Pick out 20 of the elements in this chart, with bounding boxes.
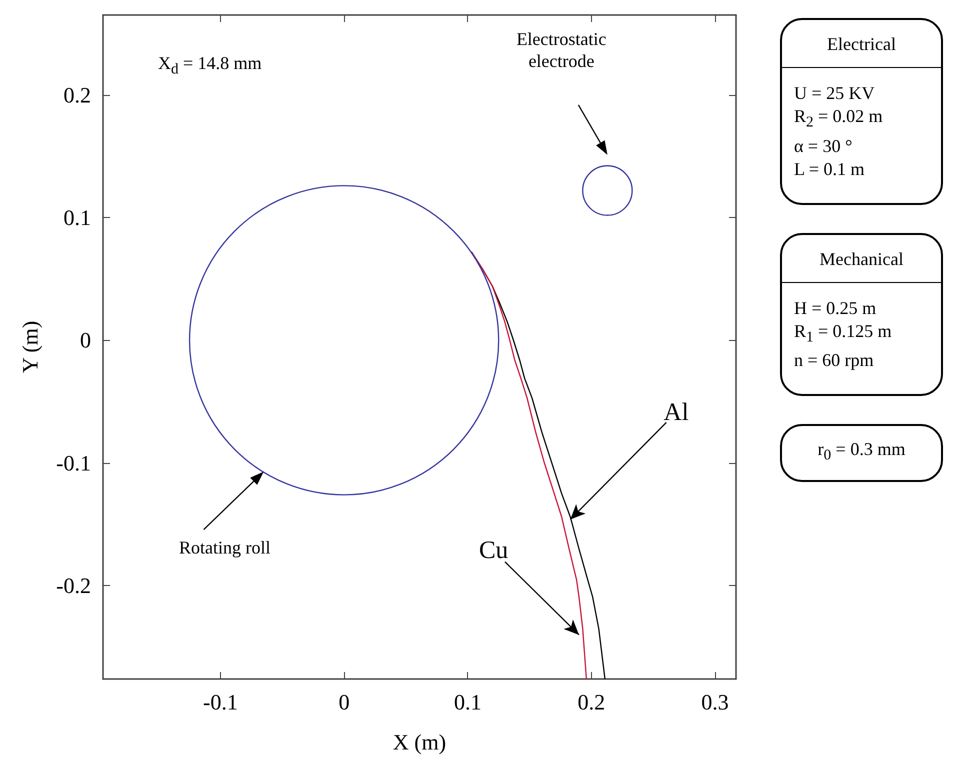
annotation: Electrostatic electrode <box>516 28 606 71</box>
parameter-card: r$_{0}$ = 0.3 mm <box>780 424 943 482</box>
annotation: X$_{d}$ = 14.8 mm <box>158 53 262 79</box>
x-tick-label: 0.2 <box>578 690 606 714</box>
y-axis-title: Y (m) <box>18 320 42 374</box>
x-axis-title: X (m) <box>392 730 446 754</box>
y-tick-label: 0 <box>80 328 91 353</box>
y-tick-label: -0.2 <box>56 573 91 598</box>
x-tick-label: 0.1 <box>454 690 482 714</box>
annotation: Cu <box>479 537 509 564</box>
y-tick-label: 0.2 <box>64 82 91 108</box>
parameter-card: Electrical U = 25 KV R$_{2}$ = 0.02 m α = 30 ° L = 0.1 m <box>780 18 943 205</box>
y-tick-label: 0.1 <box>64 205 91 230</box>
y-tick-label: -0.1 <box>56 450 91 476</box>
annotation: Rotating roll <box>178 538 270 558</box>
x-tick-label: 0.3 <box>701 690 729 714</box>
x-tick-label: 0 <box>338 690 350 714</box>
annotation: Al <box>664 398 689 426</box>
x-tick-label: -0.1 <box>203 690 238 714</box>
parameter-card: Mechanical H = 0.25 m R$_{1}$ = 0.125 m n = 60 rpm <box>780 232 943 396</box>
